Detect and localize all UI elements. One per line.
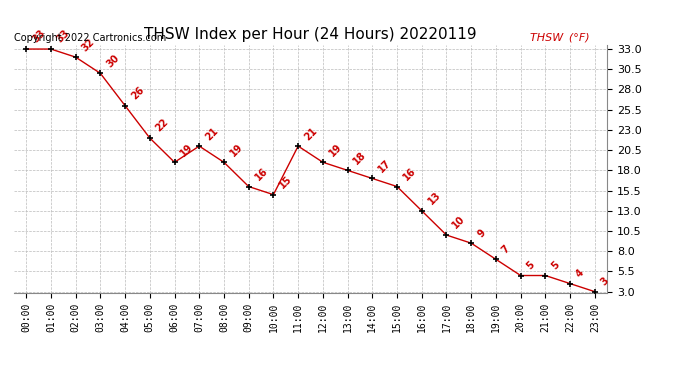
Text: 16: 16: [401, 166, 418, 182]
Text: 33: 33: [30, 28, 47, 45]
Text: Copyright 2022 Cartronics.com: Copyright 2022 Cartronics.com: [14, 33, 166, 42]
Text: 16: 16: [253, 166, 270, 182]
Text: 19: 19: [179, 141, 195, 158]
Text: 18: 18: [352, 150, 368, 166]
Text: 5: 5: [525, 260, 537, 272]
Text: 15: 15: [277, 174, 294, 190]
Text: 13: 13: [426, 190, 442, 207]
Text: 5: 5: [549, 260, 562, 272]
Text: 30: 30: [104, 53, 121, 69]
Text: 32: 32: [80, 36, 97, 53]
Title: THSW Index per Hour (24 Hours) 20220119: THSW Index per Hour (24 Hours) 20220119: [144, 27, 477, 42]
Text: 4: 4: [574, 268, 586, 279]
Text: THSW (°F): THSW (°F): [530, 33, 590, 42]
Text: 19: 19: [228, 141, 245, 158]
Text: 21: 21: [302, 125, 319, 142]
Text: 9: 9: [475, 227, 487, 239]
Text: 17: 17: [377, 158, 393, 174]
Text: 33: 33: [55, 28, 72, 45]
Text: 10: 10: [451, 214, 467, 231]
Text: 7: 7: [500, 243, 512, 255]
Text: 21: 21: [204, 125, 220, 142]
Text: 26: 26: [129, 85, 146, 102]
Text: 3: 3: [599, 276, 611, 288]
Text: 19: 19: [327, 141, 344, 158]
Text: 22: 22: [154, 117, 170, 134]
